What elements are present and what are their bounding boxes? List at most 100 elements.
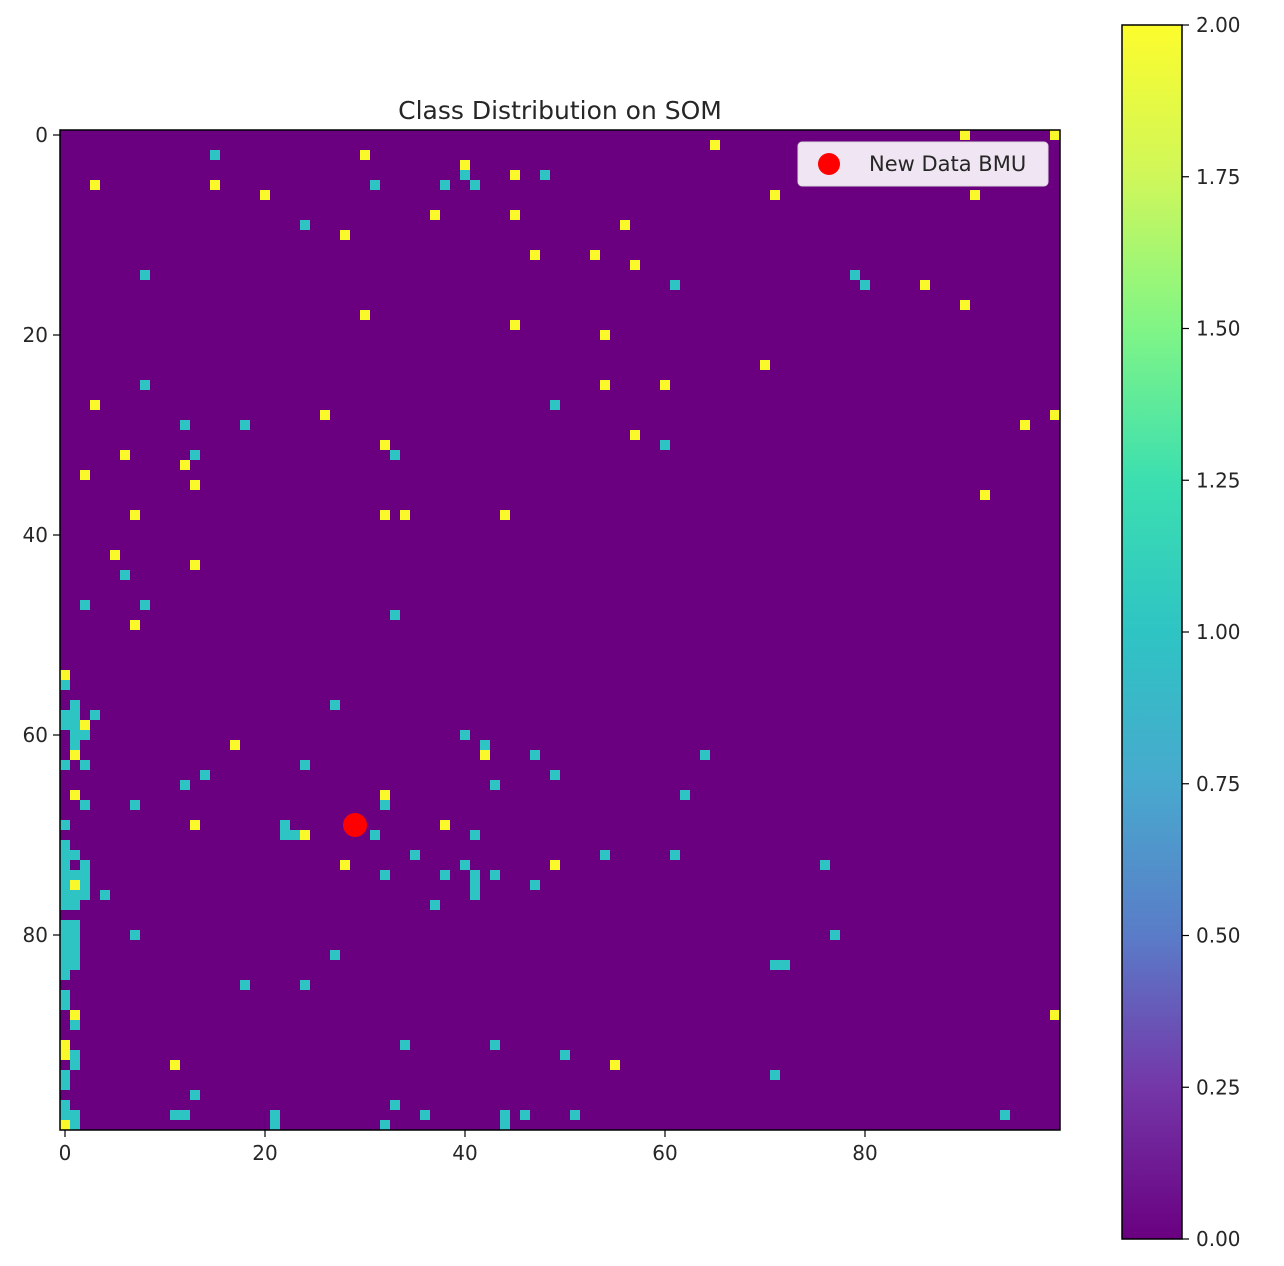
heatmap-cell-class-1 xyxy=(60,1070,70,1080)
heatmap-cell-class-2 xyxy=(380,510,390,520)
heatmap-cell-class-1 xyxy=(180,1110,190,1120)
plot-frame xyxy=(59,129,1061,1131)
legend-box xyxy=(797,141,1049,187)
heatmap-cell-class-2 xyxy=(130,510,140,520)
heatmap-cell-class-1 xyxy=(420,1110,430,1120)
heatmap-cell-class-1 xyxy=(520,1110,530,1120)
heatmap-cell-class-2 xyxy=(340,860,350,870)
heatmap-cell-class-2 xyxy=(180,460,190,470)
heatmap-cell-class-1 xyxy=(560,1050,570,1060)
heatmap-cell-class-1 xyxy=(80,800,90,810)
heatmap-cell-class-1 xyxy=(700,750,710,760)
heatmap-cell-class-1 xyxy=(770,960,780,970)
y-tick-label: 40 xyxy=(23,523,48,547)
heatmap-cell-class-1 xyxy=(70,700,80,710)
heatmap-cell-class-2 xyxy=(190,480,200,490)
heatmap-cell-class-1 xyxy=(460,170,470,180)
heatmap-cell-class-1 xyxy=(460,860,470,870)
heatmap-cell-class-1 xyxy=(670,280,680,290)
heatmap-cell-class-2 xyxy=(610,1060,620,1070)
y-axis: 0 20 40 60 80 xyxy=(23,123,60,947)
heatmap-cell-class-2 xyxy=(600,330,610,340)
heatmap-cell-class-2 xyxy=(60,1050,70,1060)
heatmap-cell-class-1 xyxy=(80,600,90,610)
heatmap-cell-class-2 xyxy=(630,430,640,440)
heatmap-cell-class-1 xyxy=(60,890,70,900)
heatmap-cell-class-1 xyxy=(70,740,80,750)
heatmap-cell-class-1 xyxy=(70,850,80,860)
heatmap-cell-class-1 xyxy=(440,870,450,880)
heatmap-cell-class-2 xyxy=(90,180,100,190)
heatmap-cell-class-1 xyxy=(120,570,130,580)
heatmap-cell-class-1 xyxy=(480,740,490,750)
heatmap-cell-class-1 xyxy=(330,950,340,960)
colorbar-ticks: 0.00 0.25 0.50 0.75 1.00 1.25 1.50 1.75 2.00 xyxy=(1182,13,1241,1251)
heatmap-cell-class-2 xyxy=(630,260,640,270)
heatmap-cell-class-1 xyxy=(440,180,450,190)
heatmap-cell-class-2 xyxy=(110,550,120,560)
heatmap-cell-class-1 xyxy=(60,990,70,1000)
x-tick-label: 60 xyxy=(652,1141,677,1165)
heatmap-cell-class-1 xyxy=(390,610,400,620)
heatmap-cell-class-2 xyxy=(1050,1010,1060,1020)
heatmap-cell-class-1 xyxy=(130,930,140,940)
heatmap-cell-class-2 xyxy=(170,1060,180,1070)
heatmap-cell-class-1 xyxy=(70,1020,80,1030)
heatmap-cell-class-1 xyxy=(60,930,70,940)
heatmap-cell-class-2 xyxy=(1020,420,1030,430)
heatmap-cell-class-2 xyxy=(710,140,720,150)
heatmap-cell-class-1 xyxy=(370,830,380,840)
heatmap-cell-class-1 xyxy=(850,270,860,280)
heatmap-cell-class-1 xyxy=(80,890,90,900)
heatmap-cell-class-1 xyxy=(770,1070,780,1080)
heatmap-cell-class-1 xyxy=(830,930,840,940)
heatmap-cell-class-2 xyxy=(920,280,930,290)
colorbar-tick-label: 1.50 xyxy=(1196,317,1241,341)
heatmap-cell-class-2 xyxy=(600,380,610,390)
x-tick-label: 0 xyxy=(59,1141,72,1165)
x-tick-label: 40 xyxy=(452,1141,477,1165)
heatmap-cell-class-1 xyxy=(60,760,70,770)
heatmap-cell-class-1 xyxy=(70,890,80,900)
colorbar-tick-label: 0.00 xyxy=(1196,1227,1241,1251)
heatmap-cell-class-1 xyxy=(60,850,70,860)
heatmap-cell-class-1 xyxy=(70,1060,80,1070)
heatmap-cell-class-1 xyxy=(190,450,200,460)
heatmap-cell-class-2 xyxy=(360,150,370,160)
heatmap-cell-class-1 xyxy=(780,960,790,970)
colorbar: 0.00 0.25 0.50 0.75 1.00 1.25 1.50 1.75 2.00 xyxy=(1121,13,1241,1251)
heatmap-cell-class-2 xyxy=(500,510,510,520)
colorbar-tick-label: 1.00 xyxy=(1196,620,1241,644)
heatmap-cell-class-1 xyxy=(570,1110,580,1120)
heatmap-cell-class-2 xyxy=(260,190,270,200)
heatmap-cell-class-1 xyxy=(70,870,80,880)
heatmap-cell-class-1 xyxy=(80,730,90,740)
heatmap-cell-class-1 xyxy=(600,850,610,860)
heatmap-cell-class-1 xyxy=(280,820,290,830)
heatmap-cell-class-1 xyxy=(70,1110,80,1120)
heatmap-cell-class-2 xyxy=(60,1120,70,1130)
heatmap-cell-class-1 xyxy=(460,730,470,740)
heatmap-cell-class-2 xyxy=(400,510,410,520)
heatmap-cell-class-1 xyxy=(660,440,670,450)
chart-title: Class Distribution on SOM xyxy=(398,96,722,125)
heatmap-cell-class-1 xyxy=(680,790,690,800)
heatmap-cell-class-2 xyxy=(300,830,310,840)
heatmap-cell-class-1 xyxy=(240,980,250,990)
heatmap-cell-class-1 xyxy=(490,780,500,790)
heatmap-cell-class-1 xyxy=(60,920,70,930)
heatmap-cell-class-2 xyxy=(510,210,520,220)
heatmap-cell-class-1 xyxy=(1000,1110,1010,1120)
heatmap-cell-class-1 xyxy=(500,1110,510,1120)
heatmap-cell-class-1 xyxy=(60,820,70,830)
heatmap-cell-class-1 xyxy=(550,400,560,410)
heatmap-cell-class-1 xyxy=(470,180,480,190)
heatmap-cell-class-1 xyxy=(70,1120,80,1130)
heatmap-cell-class-1 xyxy=(60,960,70,970)
heatmap-cell-class-1 xyxy=(60,900,70,910)
heatmap-cell-class-1 xyxy=(90,710,100,720)
heatmap-cell-class-1 xyxy=(180,420,190,430)
heatmap-cell-class-1 xyxy=(330,700,340,710)
heatmap-cell-class-1 xyxy=(470,870,480,880)
heatmap-plot-area xyxy=(60,130,1060,1130)
